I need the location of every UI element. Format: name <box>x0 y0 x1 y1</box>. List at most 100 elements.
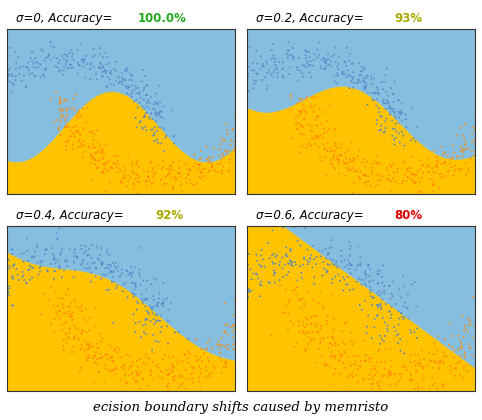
Point <box>245 289 253 295</box>
Point <box>400 350 408 357</box>
Point <box>355 261 362 268</box>
Point <box>335 348 342 354</box>
Point <box>70 349 78 355</box>
Point <box>92 150 100 157</box>
Point <box>108 354 116 361</box>
Point <box>28 274 36 281</box>
Point <box>247 288 255 294</box>
Point <box>319 134 326 141</box>
Point <box>78 328 86 334</box>
Point <box>335 271 342 278</box>
Point <box>328 161 336 168</box>
Point <box>0 253 7 260</box>
Point <box>303 321 311 328</box>
Point <box>74 70 81 77</box>
Point <box>298 143 306 150</box>
Point <box>196 387 204 394</box>
Point <box>456 337 464 344</box>
Point <box>339 339 347 346</box>
Point <box>173 175 180 182</box>
Point <box>263 98 270 105</box>
Point <box>301 47 308 54</box>
Point <box>82 329 90 336</box>
Point <box>138 78 146 85</box>
Point <box>153 302 161 308</box>
Point <box>1 67 9 74</box>
Point <box>326 340 334 346</box>
Point <box>401 313 408 320</box>
Point <box>0 87 7 94</box>
Point <box>78 140 85 147</box>
Point <box>408 376 415 383</box>
Point <box>346 286 354 293</box>
Point <box>401 142 408 149</box>
Point <box>6 44 14 51</box>
Point <box>90 379 98 386</box>
Point <box>341 365 349 371</box>
Point <box>160 103 168 110</box>
Point <box>132 283 139 290</box>
Point <box>34 64 41 71</box>
Point <box>40 291 48 297</box>
Point <box>473 136 481 143</box>
Point <box>147 159 155 165</box>
Point <box>29 63 37 70</box>
Point <box>109 260 117 266</box>
Point <box>276 277 283 284</box>
Point <box>446 155 454 162</box>
Point <box>244 262 252 268</box>
Point <box>209 121 216 128</box>
Point <box>267 332 275 339</box>
Point <box>386 105 394 112</box>
Point <box>214 114 221 121</box>
Point <box>471 126 479 133</box>
Point <box>20 249 27 256</box>
Point <box>373 379 381 386</box>
Point <box>214 278 221 285</box>
Point <box>395 110 403 117</box>
Point <box>230 90 238 97</box>
Point <box>12 73 19 79</box>
Point <box>55 68 63 75</box>
Point <box>217 112 225 119</box>
Point <box>243 132 251 139</box>
Point <box>144 82 151 89</box>
Point <box>0 89 5 96</box>
Point <box>366 273 374 279</box>
Point <box>362 80 370 87</box>
Point <box>221 147 229 154</box>
Point <box>107 268 115 274</box>
Point <box>201 306 209 313</box>
Point <box>334 70 341 77</box>
Point <box>40 258 47 265</box>
Point <box>190 151 198 158</box>
Point <box>228 329 236 336</box>
Point <box>369 96 376 103</box>
Point <box>375 176 382 183</box>
Text: σ=0, Accuracy=: σ=0, Accuracy= <box>16 12 113 25</box>
Point <box>293 340 300 346</box>
Point <box>369 81 376 87</box>
Point <box>0 299 4 306</box>
Point <box>409 171 417 177</box>
Point <box>213 110 221 117</box>
Point <box>183 385 190 392</box>
Point <box>270 58 278 65</box>
Point <box>369 373 377 380</box>
Point <box>374 381 382 388</box>
Point <box>77 242 85 249</box>
Point <box>149 126 157 133</box>
Point <box>232 290 240 297</box>
Point <box>231 95 239 102</box>
Point <box>380 290 388 297</box>
Point <box>459 146 467 152</box>
Point <box>378 335 386 342</box>
Point <box>8 302 16 309</box>
Point <box>424 169 432 176</box>
Point <box>176 164 184 171</box>
Point <box>235 106 242 113</box>
Point <box>89 343 97 350</box>
Point <box>88 255 95 261</box>
Point <box>152 338 160 344</box>
Point <box>54 126 62 133</box>
